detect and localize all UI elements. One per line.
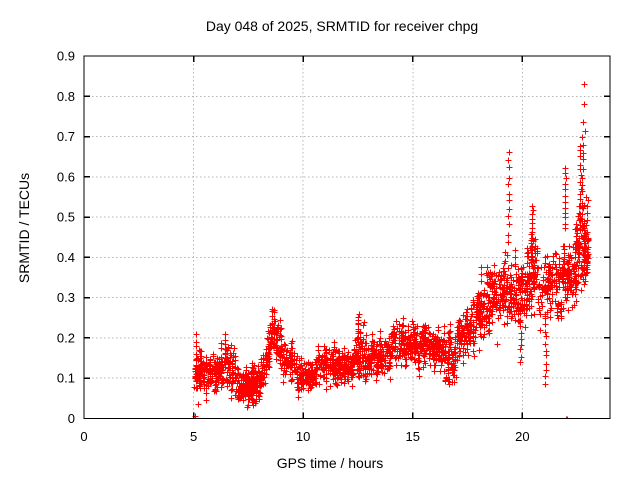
x-tick-label: 20	[515, 429, 529, 444]
y-tick-label: 0.1	[57, 371, 75, 386]
y-tick-label: 0	[68, 411, 75, 426]
plot-border-and-ticks	[83, 55, 611, 420]
y-tick-label: 0.8	[57, 89, 75, 104]
y-tick-label: 0.5	[57, 210, 75, 225]
x-tick-label: 15	[406, 429, 420, 444]
y-tick-label: 0.9	[57, 49, 75, 64]
y-tick-label: 0.6	[57, 169, 75, 184]
x-tick-label: 5	[190, 429, 197, 444]
y-tick-label: 0.4	[57, 250, 75, 265]
y-tick-label: 0.2	[57, 330, 75, 345]
scatter-points	[191, 81, 592, 419]
tick-labels: 0 5 10 15 20 0 0.1 0.2 0.3 0.4 0.5 0.6 0.7 0.8 0.9	[57, 49, 530, 445]
chart-title: Day 048 of 2025, SRMTID for receiver chp…	[205, 18, 479, 34]
x-tick-label: 10	[296, 429, 310, 444]
grid-lines	[84, 56, 610, 419]
y-tick-label: 0.7	[57, 129, 75, 144]
y-tick-label: 0.3	[57, 290, 75, 305]
x-tick-label: 0	[80, 429, 87, 444]
x-axis-title: GPS time / hours	[276, 455, 384, 471]
